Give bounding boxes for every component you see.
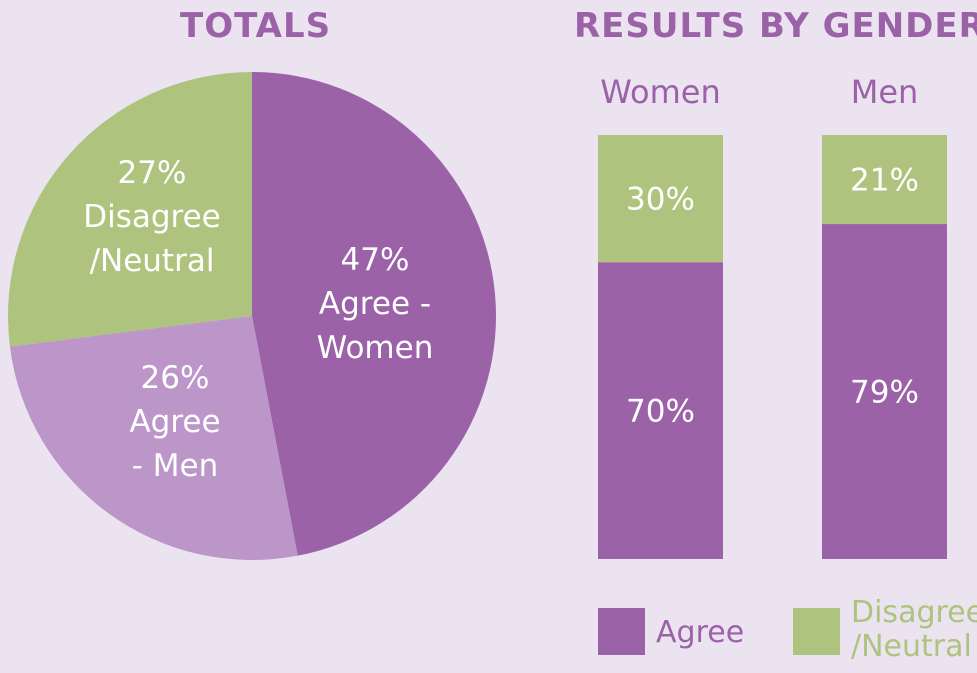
bar-segment-label: 79%	[850, 375, 919, 411]
legend-label: Agree	[656, 615, 744, 650]
bar-segment	[598, 135, 723, 263]
bar-segment	[598, 262, 723, 559]
pie-slice-label: 26% Agree - Men	[129, 360, 220, 484]
bar-category-label: Women	[600, 73, 720, 111]
pie-slice	[9, 316, 298, 561]
bar-segment-label: 21%	[850, 163, 919, 199]
pie-slice	[252, 72, 497, 556]
legend-swatch	[598, 608, 645, 655]
pie-slice-label: 27% Disagree/Neutral	[83, 155, 221, 279]
pie-slice	[7, 71, 253, 347]
pie-chart-title: TOTALS	[180, 6, 332, 46]
pie-slice-label: 47% Agree -Women	[317, 242, 434, 366]
bar-segment	[822, 224, 947, 560]
bar-segment-label: 30%	[626, 182, 695, 218]
legend-swatch	[793, 608, 840, 655]
bar-category-label: Men	[851, 73, 919, 111]
bar-chart-title: RESULTS BY GENDER	[574, 6, 977, 46]
legend-label: Disagree/Neutral	[851, 595, 977, 664]
bar-segment-label: 70%	[626, 394, 695, 430]
bar-segment	[822, 135, 947, 225]
